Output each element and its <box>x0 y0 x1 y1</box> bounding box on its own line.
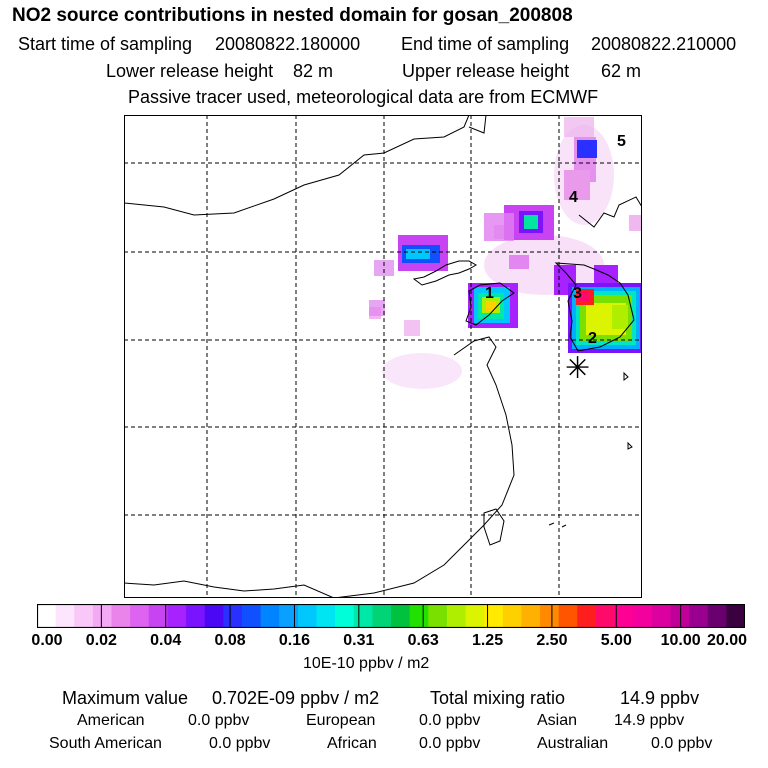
lat-lon-grid <box>124 115 642 598</box>
upper-release-value: 62 m <box>601 61 642 81</box>
max-value-label: Maximum value <box>62 688 189 708</box>
colorbar-cell <box>502 604 523 628</box>
colorbar-tick-label: 0.16 <box>278 632 311 649</box>
colorbar-cell <box>223 604 243 628</box>
colorbar-cell <box>167 604 187 628</box>
colorbar-cell <box>726 604 745 628</box>
colorbar-cell <box>130 604 150 628</box>
source-marker-3: 3 <box>573 285 582 302</box>
colorbar-cell <box>111 604 131 628</box>
colorbar-cell <box>614 604 634 628</box>
source-marker-2: 2 <box>588 330 597 347</box>
colorbar-cell <box>92 604 113 628</box>
colorbar-cell <box>558 604 578 628</box>
colorbar-cell <box>297 604 318 628</box>
tracer-note: Passive tracer used, meteorological data… <box>128 87 599 107</box>
colorbar-cell <box>409 604 429 628</box>
lower-release-value: 82 m <box>293 61 334 81</box>
page-title: NO2 source contributions in nested domai… <box>12 5 573 26</box>
colorbar-cell <box>428 604 448 628</box>
receptor-star-icon: ✳ <box>565 351 590 386</box>
colorbar-tick-label: 0.04 <box>150 632 182 649</box>
region-value-south-american: 0.0 ppbv <box>209 735 271 752</box>
region-name-asian: Asian <box>537 712 578 729</box>
colorbar-tick-label: 20.00 <box>706 632 748 649</box>
colorbar-tick-label: 0.63 <box>407 632 439 649</box>
source-marker-4: 4 <box>569 189 578 206</box>
colorbar-cell <box>241 604 262 628</box>
region-name-african: African <box>327 735 377 752</box>
region-value-european: 0.0 ppbv <box>419 712 481 729</box>
colorbar-cell <box>577 604 597 628</box>
colorbar-tick-label: 2.50 <box>536 632 568 649</box>
source-marker-5: 5 <box>617 133 626 150</box>
colorbar-cell <box>465 604 485 628</box>
region-name-australian: Australian <box>537 735 609 752</box>
colorbar-tick-label: 0.02 <box>85 632 117 649</box>
coastline <box>124 115 642 598</box>
source-marker-1: 1 <box>485 285 494 302</box>
colorbar-cell <box>446 604 467 628</box>
colorbar-cell <box>540 604 560 628</box>
start-time-value: 20080822.180000 <box>215 34 361 54</box>
lower-release-label: Lower release height <box>106 61 274 81</box>
total-mixing-label: Total mixing ratio <box>430 688 566 708</box>
total-mixing-value: 14.9 ppbv <box>620 688 700 708</box>
colorbar-cell <box>260 604 280 628</box>
end-time-label: End time of sampling <box>401 34 570 54</box>
colorbar-tick-label: 0.08 <box>214 632 246 649</box>
start-time-label: Start time of sampling <box>18 34 193 54</box>
colorbar-cell <box>670 604 690 628</box>
colorbar-cell <box>521 604 541 628</box>
region-value-asian: 14.9 ppbv <box>614 712 685 729</box>
colorbar-cell <box>74 604 94 628</box>
colorbar-cell <box>148 604 169 628</box>
tracer-plumes <box>369 117 642 389</box>
colorbar-cell <box>204 604 224 628</box>
colorbar-cell <box>391 604 411 628</box>
region-value-american: 0.0 ppbv <box>188 712 250 729</box>
colorbar-cell <box>279 604 299 628</box>
colorbar-cell <box>335 604 355 628</box>
colorbar-tick-label: 5.00 <box>600 632 632 649</box>
colorbar-cell <box>353 604 373 628</box>
end-time-value: 20080822.210000 <box>591 34 737 54</box>
colorbar-cell <box>651 604 672 628</box>
region-name-american: American <box>77 712 145 729</box>
colorbar-cell <box>372 604 392 628</box>
colorbar-cell <box>55 604 75 628</box>
region-value-african: 0.0 ppbv <box>419 735 481 752</box>
colorbar-cell <box>316 604 336 628</box>
colorbar-cell <box>633 604 653 628</box>
max-value: 0.702E-09 ppbv / m2 <box>212 688 380 708</box>
colorbar-cell <box>484 604 504 628</box>
color-bar <box>37 604 745 628</box>
colorbar-tick-label: 1.25 <box>471 632 504 649</box>
colorbar-tick-label: 0.31 <box>343 632 375 649</box>
colorbar-cell <box>689 604 709 628</box>
colorbar-tick-label: 10.00 <box>660 632 701 649</box>
map-panel: 1 2 3 4 5 ✳ <box>124 115 642 598</box>
colorbar-cell <box>186 604 206 628</box>
region-value-australian: 0.0 ppbv <box>651 735 713 752</box>
colorbar-cell <box>595 604 616 628</box>
region-name-european: European <box>306 712 376 729</box>
colorbar-cell <box>707 604 727 628</box>
region-name-south-american: South American <box>49 735 162 752</box>
colorbar-tick-label: 0.00 <box>31 632 63 649</box>
upper-release-label: Upper release height <box>402 61 570 81</box>
colorbar-cell <box>37 604 57 628</box>
colorbar-unit: 10E-10 ppbv / m2 <box>303 655 430 672</box>
